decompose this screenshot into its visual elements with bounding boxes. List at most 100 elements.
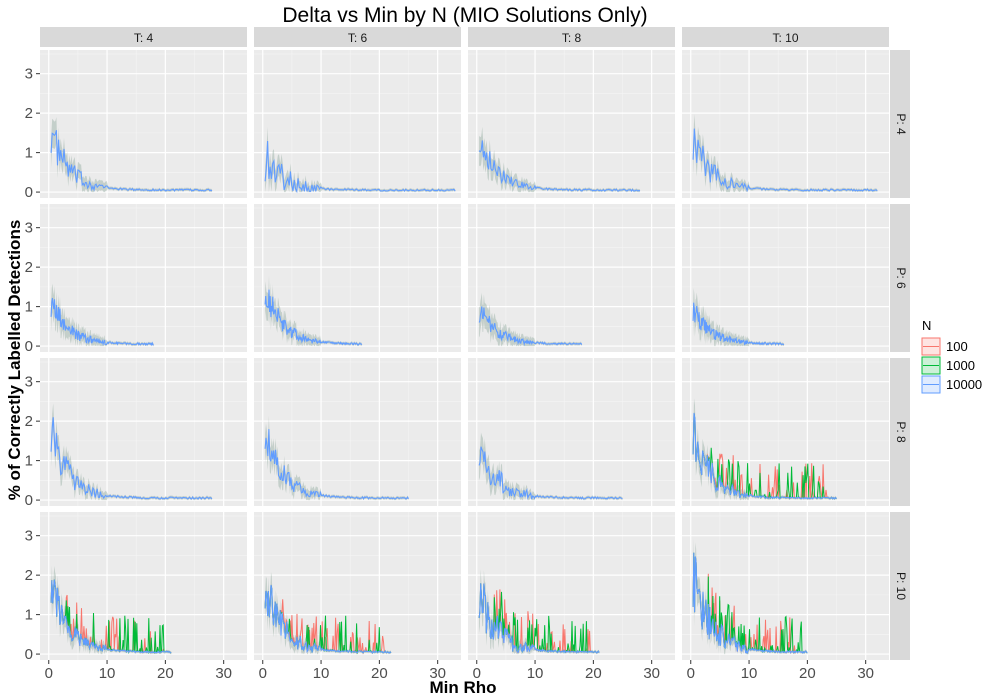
series-line-n-10000 <box>50 579 172 654</box>
facet-panel <box>682 204 889 352</box>
y-axis-title: % of Correctly Labelled Detections <box>5 220 24 501</box>
facet-panel <box>468 50 675 198</box>
x-tick-label: 20 <box>585 665 602 682</box>
legend-title: N <box>922 318 931 333</box>
x-tick-label: 10 <box>313 665 330 682</box>
series-line-n-10000 <box>50 417 213 500</box>
facet-strip-label: P: 4 <box>894 113 908 135</box>
panel-background <box>682 50 889 198</box>
series-line-n-10000 <box>692 302 785 346</box>
facet-panel <box>254 358 461 506</box>
y-tick-label: 3 <box>25 66 33 83</box>
x-tick-label: 30 <box>857 665 874 682</box>
y-tick-label: 1 <box>25 453 33 470</box>
facet-strip-row-4: P: 10 <box>890 512 910 660</box>
facet-strip-label: P: 6 <box>894 267 908 289</box>
y-tick-label: 2 <box>25 567 33 584</box>
x-tick-label: 0 <box>687 665 695 682</box>
panel-background <box>468 50 675 198</box>
x-axis-title: Min Rho <box>429 678 496 697</box>
facet-strip-label: T: 4 <box>134 31 154 45</box>
panel-background <box>40 50 247 198</box>
panel-background <box>254 204 461 352</box>
facet-panel <box>468 204 675 352</box>
facet-panel <box>254 512 461 660</box>
facet-strip-col-1: T: 4 <box>40 27 247 47</box>
facet-strip-label: T: 10 <box>772 31 798 45</box>
x-tick-label: 0 <box>45 665 53 682</box>
legend: N 100 1000 10000 <box>921 318 982 394</box>
facet-panels: T: 4 T: 6 T: 8 T: 10P: 4P: 6P: 8P: 10012301… <box>25 27 910 682</box>
facet-panel <box>40 512 247 660</box>
y-tick-label: 0 <box>25 338 33 355</box>
series-line-n-10000 <box>478 446 623 501</box>
series-line-n-10000 <box>264 584 392 654</box>
legend-entry: 10000 <box>921 375 982 394</box>
facet-strip-row-3: P: 8 <box>890 358 910 506</box>
facet-strip-bg <box>890 204 910 352</box>
facet-panel <box>468 358 675 506</box>
panel-background <box>254 512 461 660</box>
series-line-n-10000 <box>264 140 456 194</box>
facet-strip-row-2: P: 6 <box>890 204 910 352</box>
x-tick-label: 30 <box>643 665 660 682</box>
legend-label: 100 <box>946 339 968 354</box>
x-tick-label: 0 <box>259 665 267 682</box>
series-line-n-10000 <box>264 429 409 500</box>
chart-title: Delta vs Min by N (MIO Solutions Only) <box>282 4 647 27</box>
legend-label: 1000 <box>946 358 975 373</box>
y-tick-label: 0 <box>25 492 33 509</box>
facet-panel <box>682 50 889 198</box>
y-tick-label: 1 <box>25 299 33 316</box>
y-tick-label: 0 <box>25 646 33 663</box>
facet-strip-col-3: T: 8 <box>468 27 675 47</box>
y-tick-label: 1 <box>25 145 33 162</box>
facet-strip-col-2: T: 6 <box>254 27 461 47</box>
x-tick-label: 0 <box>473 665 481 682</box>
legend-entry: 100 <box>921 337 968 356</box>
facet-strip-bg <box>682 27 889 47</box>
series-line-n-10000 <box>692 128 878 193</box>
y-tick-label: 3 <box>25 528 33 545</box>
facet-strip-col-4: T: 10 <box>682 27 889 47</box>
y-tick-label: 1 <box>25 607 33 624</box>
facet-panel <box>40 204 247 352</box>
facet-panel <box>40 50 247 198</box>
x-tick-label: 10 <box>527 665 544 682</box>
facet-strip-label: P: 10 <box>894 572 908 600</box>
panel-background <box>40 358 247 506</box>
x-tick-label: 20 <box>799 665 816 682</box>
facet-panel <box>682 358 889 506</box>
series-line-n-10000 <box>692 412 837 500</box>
x-tick-label: 10 <box>741 665 758 682</box>
y-tick-label: 0 <box>25 184 33 201</box>
panel-background <box>468 358 675 506</box>
facet-strip-bg <box>890 358 910 506</box>
facet-panel <box>468 512 675 660</box>
facet-panel <box>254 204 461 352</box>
series-line-n-10000 <box>692 552 808 655</box>
series-line-n-10000 <box>478 140 641 192</box>
facet-panel <box>40 358 247 506</box>
facet-strip-row-1: P: 4 <box>890 50 910 198</box>
facet-panel <box>682 512 889 660</box>
series-line-n-10000 <box>50 297 154 347</box>
series-line-n-10000 <box>478 306 583 347</box>
series-line-n-10000 <box>478 583 600 654</box>
x-tick-label: 30 <box>215 665 232 682</box>
facet-strip-bg <box>468 27 675 47</box>
facet-strip-bg <box>890 50 910 198</box>
facet-panel <box>254 50 461 198</box>
panel-background <box>254 50 461 198</box>
series-line-n-10000 <box>264 289 363 346</box>
panel-background <box>682 204 889 352</box>
legend-entry: 1000 <box>921 356 975 375</box>
facet-strip-label: T: 8 <box>562 31 582 45</box>
x-tick-label: 20 <box>157 665 174 682</box>
panel-background <box>682 358 889 506</box>
y-tick-label: 3 <box>25 374 33 391</box>
panel-background <box>254 358 461 506</box>
y-tick-label: 2 <box>25 413 33 430</box>
